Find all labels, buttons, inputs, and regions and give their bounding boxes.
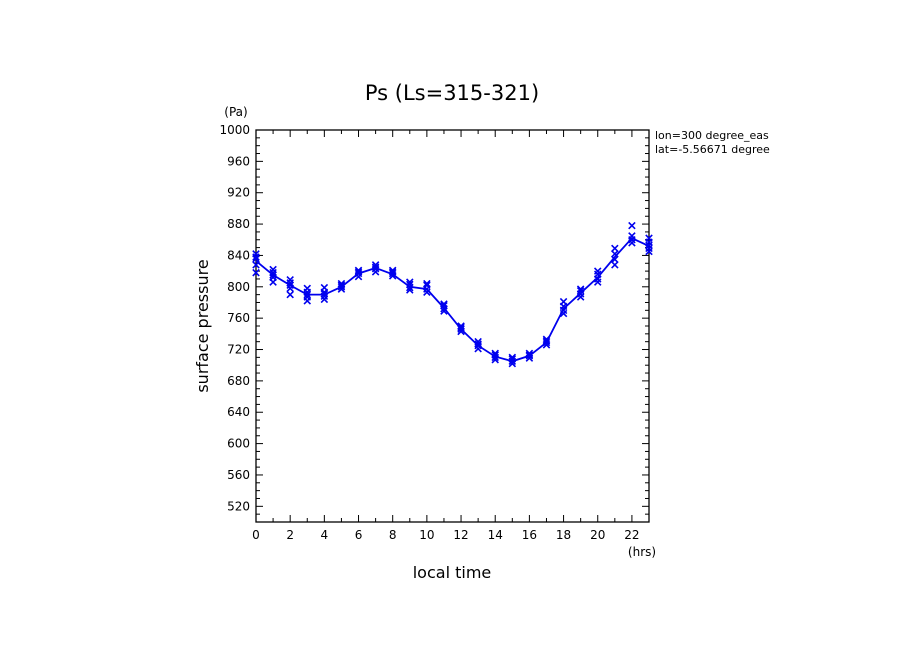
x-marker bbox=[354, 268, 363, 276]
x-marker bbox=[269, 265, 277, 274]
x-marker bbox=[508, 353, 517, 362]
x-marker bbox=[628, 221, 636, 230]
x-marker bbox=[406, 280, 414, 289]
y-tick-label: 880 bbox=[227, 217, 250, 231]
x-marker bbox=[440, 307, 448, 315]
x-tick-label: 12 bbox=[453, 528, 468, 542]
x-marker bbox=[286, 290, 294, 299]
x-tick-label: 16 bbox=[522, 528, 537, 542]
x-marker bbox=[542, 337, 551, 345]
y-unit-label: (Pa) bbox=[224, 105, 247, 119]
x-marker bbox=[491, 349, 499, 358]
x-marker bbox=[611, 261, 619, 269]
x-tick-label: 4 bbox=[321, 528, 329, 542]
x-marker bbox=[611, 250, 619, 258]
annotation-group: lon=300 degree_eas lat=-5.56671 degree bbox=[655, 129, 770, 156]
x-unit-label: (hrs) bbox=[628, 545, 656, 559]
x-marker bbox=[252, 261, 260, 269]
x-tick-label: 8 bbox=[389, 528, 397, 542]
x-marker bbox=[286, 281, 294, 289]
x-marker bbox=[320, 290, 329, 298]
chart-title: Ps (Ls=315-321) bbox=[365, 81, 539, 105]
x-marker bbox=[406, 278, 414, 286]
y-tick-label: 680 bbox=[227, 374, 250, 388]
x-marker bbox=[406, 286, 414, 294]
x-marker bbox=[388, 266, 397, 275]
mean-line bbox=[255, 237, 650, 363]
x-marker bbox=[303, 284, 312, 293]
x-marker bbox=[423, 279, 431, 288]
y-tick-label: 720 bbox=[227, 343, 250, 357]
x-marker bbox=[593, 267, 602, 275]
x-marker bbox=[354, 266, 363, 275]
x-marker bbox=[457, 323, 465, 332]
x-marker bbox=[303, 290, 312, 299]
annotation-lat: lat=-5.56671 degree bbox=[655, 143, 770, 156]
x-marker bbox=[474, 340, 482, 348]
x-marker bbox=[269, 271, 277, 279]
x-tick-label: 0 bbox=[252, 528, 260, 542]
x-marker bbox=[423, 281, 431, 289]
x-marker bbox=[371, 261, 380, 269]
x-marker bbox=[337, 281, 346, 289]
annotation-lon: lon=300 degree_eas bbox=[655, 129, 769, 142]
x-marker bbox=[645, 234, 653, 242]
x-marker bbox=[559, 297, 568, 306]
y-tick-label: 640 bbox=[227, 405, 250, 419]
x-tick-label: 22 bbox=[624, 528, 639, 542]
x-marker bbox=[611, 244, 619, 253]
x-tick-label: 18 bbox=[556, 528, 571, 542]
x-marker bbox=[337, 279, 346, 288]
x-axis-label: local time bbox=[413, 563, 492, 582]
x-marker bbox=[611, 255, 619, 264]
x-tick-label: 20 bbox=[590, 528, 605, 542]
x-tick-label: 10 bbox=[419, 528, 434, 542]
y-tick-label: 920 bbox=[227, 186, 250, 200]
y-tick-label: 960 bbox=[227, 154, 250, 168]
x-marker bbox=[457, 322, 465, 330]
x-marker bbox=[440, 301, 448, 310]
x-tick-label: 2 bbox=[286, 528, 294, 542]
x-marker bbox=[576, 285, 585, 293]
x-marker bbox=[491, 351, 499, 359]
y-axis-label: surface pressure bbox=[193, 259, 212, 392]
x-marker bbox=[286, 275, 294, 284]
y-tick-label: 520 bbox=[227, 499, 250, 513]
y-tick-label: 1000 bbox=[219, 123, 250, 137]
x-marker bbox=[474, 337, 482, 346]
plot-frame bbox=[255, 129, 650, 523]
x-marker bbox=[525, 351, 534, 359]
x-marker bbox=[371, 263, 380, 271]
x-tick-label: 14 bbox=[488, 528, 503, 542]
x-tick-label: 6 bbox=[355, 528, 363, 542]
y-tick-label: 800 bbox=[227, 280, 250, 294]
x-marker bbox=[628, 232, 636, 240]
y-tick-label: 560 bbox=[227, 468, 250, 482]
x-marker bbox=[440, 300, 448, 308]
x-marker bbox=[252, 254, 260, 263]
x-marker bbox=[508, 355, 517, 363]
x-marker bbox=[252, 268, 260, 277]
x-marker bbox=[576, 286, 585, 295]
y-tick-label: 760 bbox=[227, 311, 250, 325]
x-marker bbox=[542, 335, 551, 344]
y-tick-label: 600 bbox=[227, 437, 250, 451]
x-marker bbox=[388, 268, 397, 276]
x-marker bbox=[320, 283, 329, 292]
y-tick-label: 840 bbox=[227, 248, 250, 262]
x-marker bbox=[525, 349, 534, 358]
